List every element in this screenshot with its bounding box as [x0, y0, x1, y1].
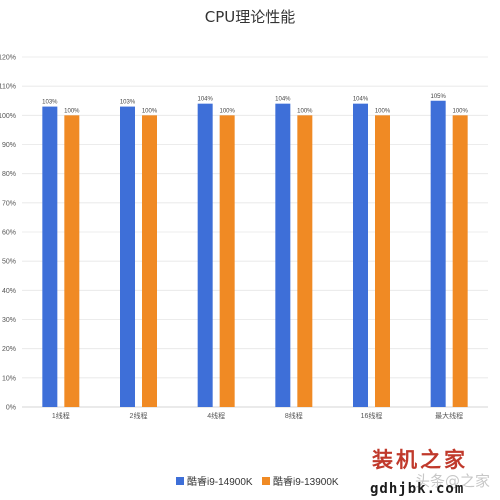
bar — [375, 115, 390, 407]
bar — [297, 115, 313, 407]
y-tick-label: 80% — [2, 171, 16, 178]
bar — [142, 115, 157, 407]
data-label: 100% — [219, 108, 235, 114]
y-tick-label: 10% — [2, 375, 16, 382]
y-tick-label: 30% — [2, 317, 16, 324]
chart-title: CPU理论性能 — [205, 8, 296, 26]
y-tick-label: 100% — [0, 113, 16, 120]
data-label: 100% — [297, 108, 313, 114]
data-label: 100% — [452, 108, 468, 114]
bar — [430, 100, 446, 407]
legend-swatch — [262, 477, 270, 485]
bar — [275, 103, 291, 408]
y-tick-label: 60% — [2, 230, 16, 237]
legend-label: 酷睿i9-13900K — [273, 475, 339, 488]
data-label: 104% — [353, 97, 369, 103]
bar — [120, 106, 135, 407]
data-label: 104% — [197, 97, 213, 103]
data-label: 100% — [64, 108, 80, 114]
bars: 103% 100% 103% 100% 104% 100% 104% 100% 104% 100%… — [42, 94, 468, 408]
y-tick-label: 90% — [2, 142, 16, 149]
x-category-label: 8线程 — [285, 411, 303, 420]
x-category-label: 16线程 — [361, 411, 383, 420]
bar — [219, 115, 235, 407]
watermark: 装机之家 头条@之家 gdhjbk.com — [370, 447, 490, 497]
bar — [452, 115, 468, 407]
grid — [22, 56, 488, 408]
data-label: 100% — [142, 108, 158, 114]
y-tick-label: 50% — [2, 259, 16, 266]
legend-label: 酷睿i9-14900K — [187, 475, 253, 488]
y-tick-label: 40% — [2, 288, 16, 295]
y-tick-label: 20% — [2, 346, 16, 353]
data-label: 103% — [120, 100, 136, 106]
y-tick-label: 70% — [2, 200, 16, 207]
legend-swatch — [176, 477, 184, 485]
watermark-brand: 装机之家 — [372, 447, 468, 472]
bar — [64, 115, 80, 407]
x-category-label: 2线程 — [130, 411, 148, 420]
y-axis: 0% 10% 20% 30% 40% 50% 60% 70% 80% 90% 100% 110% 120… — [0, 55, 16, 412]
y-tick-label: 110% — [0, 84, 16, 91]
legend: 酷睿i9-14900K 酷睿i9-13900K — [176, 475, 339, 488]
watermark-faint: 头条@之家 — [415, 472, 490, 490]
data-label: 103% — [42, 100, 58, 106]
data-label: 100% — [375, 108, 391, 114]
y-tick-label: 0% — [6, 405, 16, 412]
x-category-label: 最大线程 — [435, 411, 463, 420]
bar — [42, 106, 58, 407]
y-tick-label: 120% — [0, 55, 16, 62]
data-label: 104% — [275, 97, 291, 103]
x-category-label: 1线程 — [52, 411, 70, 420]
x-axis: 1线程 2线程 4线程 8线程 16线程 最大线程 — [52, 411, 463, 420]
x-category-label: 4线程 — [207, 411, 225, 420]
data-label: 105% — [430, 94, 446, 100]
bar — [197, 103, 213, 408]
bar — [353, 103, 368, 408]
watermark-url: gdhjbk.com — [370, 481, 464, 497]
